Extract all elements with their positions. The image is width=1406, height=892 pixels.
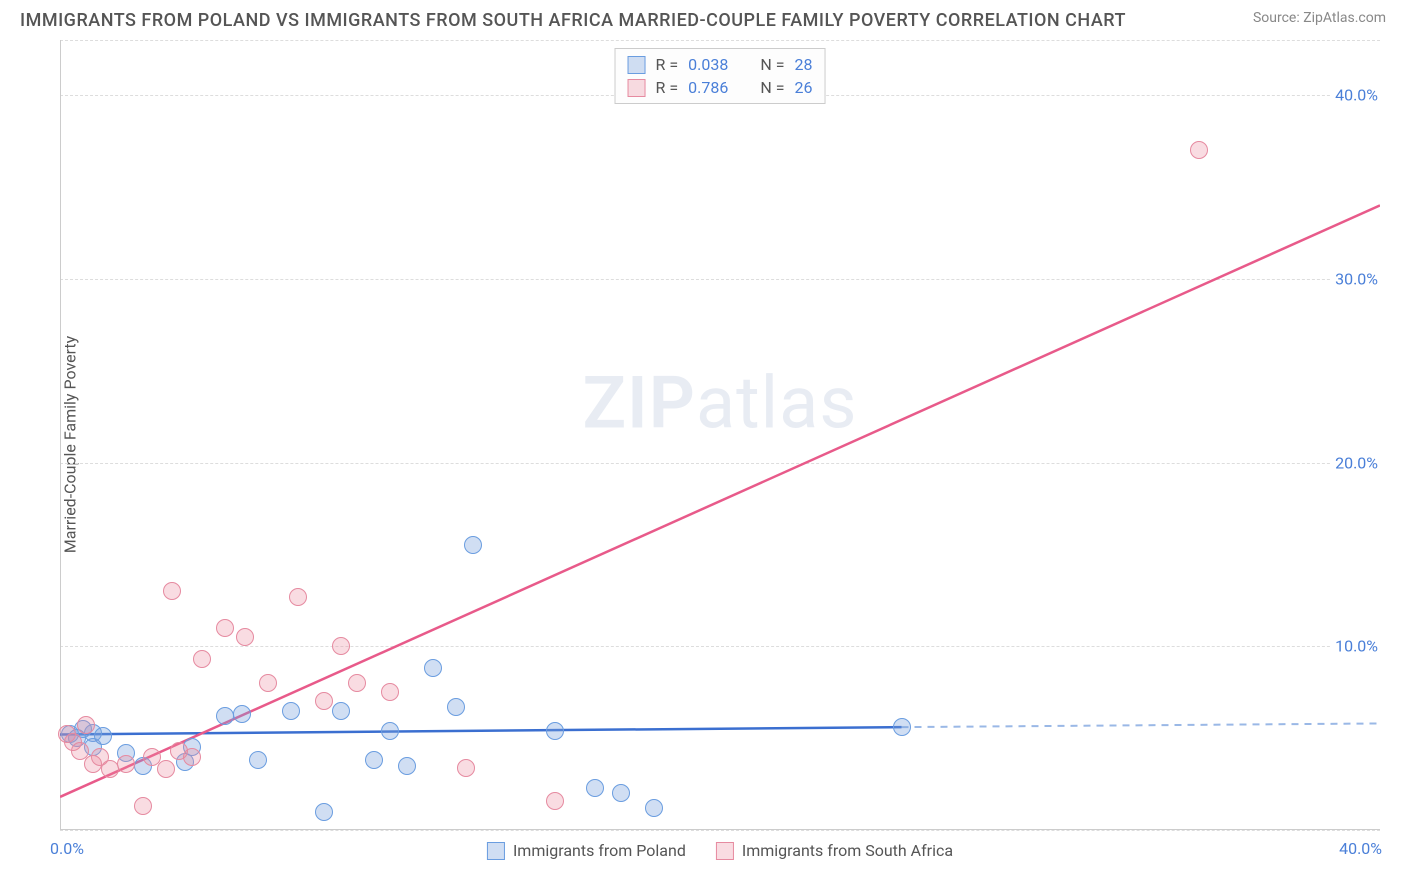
legend-series-item: Immigrants from South Africa [716, 841, 953, 860]
scatter-point [134, 797, 152, 815]
legend-correlation: R = 0.038 N = 28 R = 0.786 N = 26 [615, 48, 826, 104]
grid-line [60, 830, 1380, 831]
scatter-point [612, 784, 630, 802]
scatter-point [315, 692, 333, 710]
scatter-point [447, 698, 465, 716]
regression-lines [60, 40, 1380, 830]
scatter-point [381, 683, 399, 701]
scatter-point [464, 536, 482, 554]
scatter-point [893, 718, 911, 736]
regression-line [60, 727, 902, 734]
scatter-point [398, 757, 416, 775]
scatter-point [216, 619, 234, 637]
y-axis-line [60, 40, 61, 830]
scatter-point [282, 702, 300, 720]
legend-swatch [628, 56, 646, 74]
scatter-point [233, 705, 251, 723]
regression-line [60, 205, 1380, 797]
y-tick-label: 20.0% [1331, 453, 1382, 472]
scatter-point [365, 751, 383, 769]
legend-n-label: N = [760, 78, 784, 97]
source-label: Source: ZipAtlas.com [1253, 10, 1386, 31]
legend-series-item: Immigrants from Poland [487, 841, 686, 860]
legend-correlation-row: R = 0.038 N = 28 [628, 53, 813, 76]
scatter-point [457, 759, 475, 777]
legend-r-label: R = [656, 78, 679, 97]
scatter-point [315, 803, 333, 821]
chart-area: Married-Couple Family Poverty ZIPatlas R… [60, 40, 1380, 830]
watermark: ZIPatlas [582, 361, 857, 446]
x-axis-line [60, 829, 1380, 830]
regression-line-extrapolated [902, 723, 1381, 727]
scatter-point [101, 760, 119, 778]
legend-swatch [628, 79, 646, 97]
scatter-point [424, 659, 442, 677]
legend-r-value: 0.038 [688, 55, 728, 74]
legend-series-label: Immigrants from Poland [513, 841, 686, 860]
legend-swatch [487, 842, 505, 860]
scatter-point [216, 707, 234, 725]
plot-region: ZIPatlas R =0.038N =28R =0.786N =26 0.0%… [60, 40, 1380, 830]
watermark-zip: ZIP [582, 361, 695, 446]
scatter-point [163, 582, 181, 600]
scatter-point [117, 755, 135, 773]
legend-series-label: Immigrants from South Africa [742, 841, 953, 860]
chart-title: IMMIGRANTS FROM POLAND VS IMMIGRANTS FRO… [20, 10, 1126, 31]
scatter-point [77, 716, 95, 734]
scatter-point [546, 792, 564, 810]
scatter-point [236, 628, 254, 646]
legend-r-value: 0.786 [688, 78, 728, 97]
scatter-point [546, 722, 564, 740]
scatter-point [645, 799, 663, 817]
scatter-point [94, 727, 112, 745]
scatter-point [348, 674, 366, 692]
y-tick-label: 30.0% [1331, 269, 1382, 288]
scatter-point [259, 674, 277, 692]
grid-line [60, 40, 1380, 41]
legend-correlation-row: R = 0.786 N = 26 [628, 76, 813, 99]
legend-series: Immigrants from Poland Immigrants from So… [487, 841, 953, 860]
y-tick-label: 10.0% [1331, 637, 1382, 656]
legend-n-value: 26 [794, 78, 812, 97]
scatter-point [249, 751, 267, 769]
grid-line [60, 463, 1380, 464]
legend-n-label: N = [760, 55, 784, 74]
scatter-point [183, 748, 201, 766]
legend-r-label: R = [656, 55, 679, 74]
scatter-point [332, 637, 350, 655]
y-tick-label: 40.0% [1331, 86, 1382, 105]
grid-line [60, 646, 1380, 647]
x-tick-max: 40.0% [1339, 839, 1382, 858]
scatter-point [586, 779, 604, 797]
scatter-point [289, 588, 307, 606]
scatter-point [381, 722, 399, 740]
watermark-atlas: atlas [696, 361, 858, 446]
legend-swatch [716, 842, 734, 860]
scatter-point [157, 760, 175, 778]
scatter-point [193, 650, 211, 668]
grid-line [60, 279, 1380, 280]
scatter-point [332, 702, 350, 720]
legend-n-value: 28 [794, 55, 812, 74]
x-tick-min: 0.0% [50, 839, 84, 858]
scatter-point [1190, 141, 1208, 159]
